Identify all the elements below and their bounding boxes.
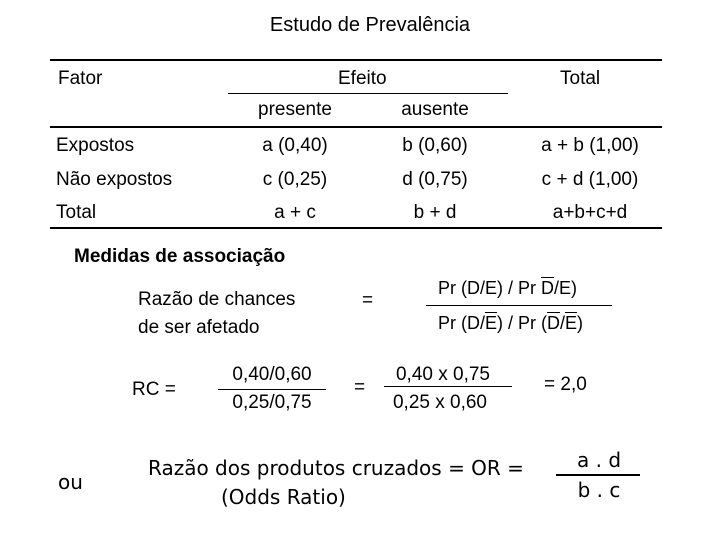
ratio-numerator: Pr (D/E) / Pr D/E) (438, 278, 578, 298)
calc-denominator: 0,25 x 0,60 (392, 392, 488, 413)
table-bottom-rule (50, 227, 662, 229)
page-title: Estudo de Prevalência (269, 14, 471, 36)
cell-c: c (0,25) (262, 169, 328, 190)
cell-a: a (0,40) (262, 135, 328, 156)
header-efeito: Efeito (338, 68, 387, 89)
row-label-expostos: Expostos (56, 135, 135, 156)
ou-label: ou (58, 470, 83, 494)
cell-b-plus-d: b + d (413, 202, 457, 223)
odds-label-line2: de ser afetado (138, 317, 260, 338)
cell-total-nao-expostos: c + d (1,00) (541, 169, 639, 190)
odds-label-line1: Razão de chances (138, 289, 296, 310)
rc-fraction-bar (218, 389, 326, 390)
calc-numerator: 0,40 x 0,75 (395, 364, 491, 385)
cross-denominator: b . c (577, 478, 621, 502)
table-header-rule (50, 126, 662, 128)
calc-fraction-bar (384, 386, 512, 387)
measures-heading: Medidas de associação (74, 246, 286, 267)
cell-b: b (0,60) (402, 135, 468, 156)
result-value: = 2,0 (544, 374, 587, 395)
rc-label: RC = (132, 379, 176, 400)
equals-sign-1: = (362, 290, 374, 311)
ratio-fraction-bar (426, 305, 612, 306)
subheader-presente: presente (258, 99, 332, 120)
subheader-ausente: ausente (401, 99, 469, 120)
cross-fraction-bar (556, 474, 640, 476)
cross-product-line1: Razão dos produtos cruzados = OR = (148, 456, 524, 480)
cross-product-line2: (Odds Ratio) (221, 485, 346, 509)
efeito-underline (228, 93, 508, 94)
cell-d: d (0,75) (402, 169, 468, 190)
cell-grand-total: a+b+c+d (552, 202, 628, 223)
equals-sign-2: = (354, 377, 366, 398)
row-label-nao-expostos: Não expostos (56, 169, 173, 190)
cross-numerator: a . d (576, 448, 622, 472)
cell-a-plus-c: a + c (274, 202, 316, 223)
cell-total-expostos: a + b (1,00) (541, 135, 639, 156)
ratio-denominator: Pr (D/E) / Pr (D/E) (438, 313, 584, 333)
header-fator: Fator (58, 68, 103, 89)
rc-numerator: 0,40/0,60 (232, 364, 312, 385)
table-top-rule (50, 59, 662, 61)
row-label-total: Total (56, 202, 97, 223)
rc-denominator: 0,25/0,75 (232, 392, 312, 413)
header-total: Total (560, 68, 601, 89)
